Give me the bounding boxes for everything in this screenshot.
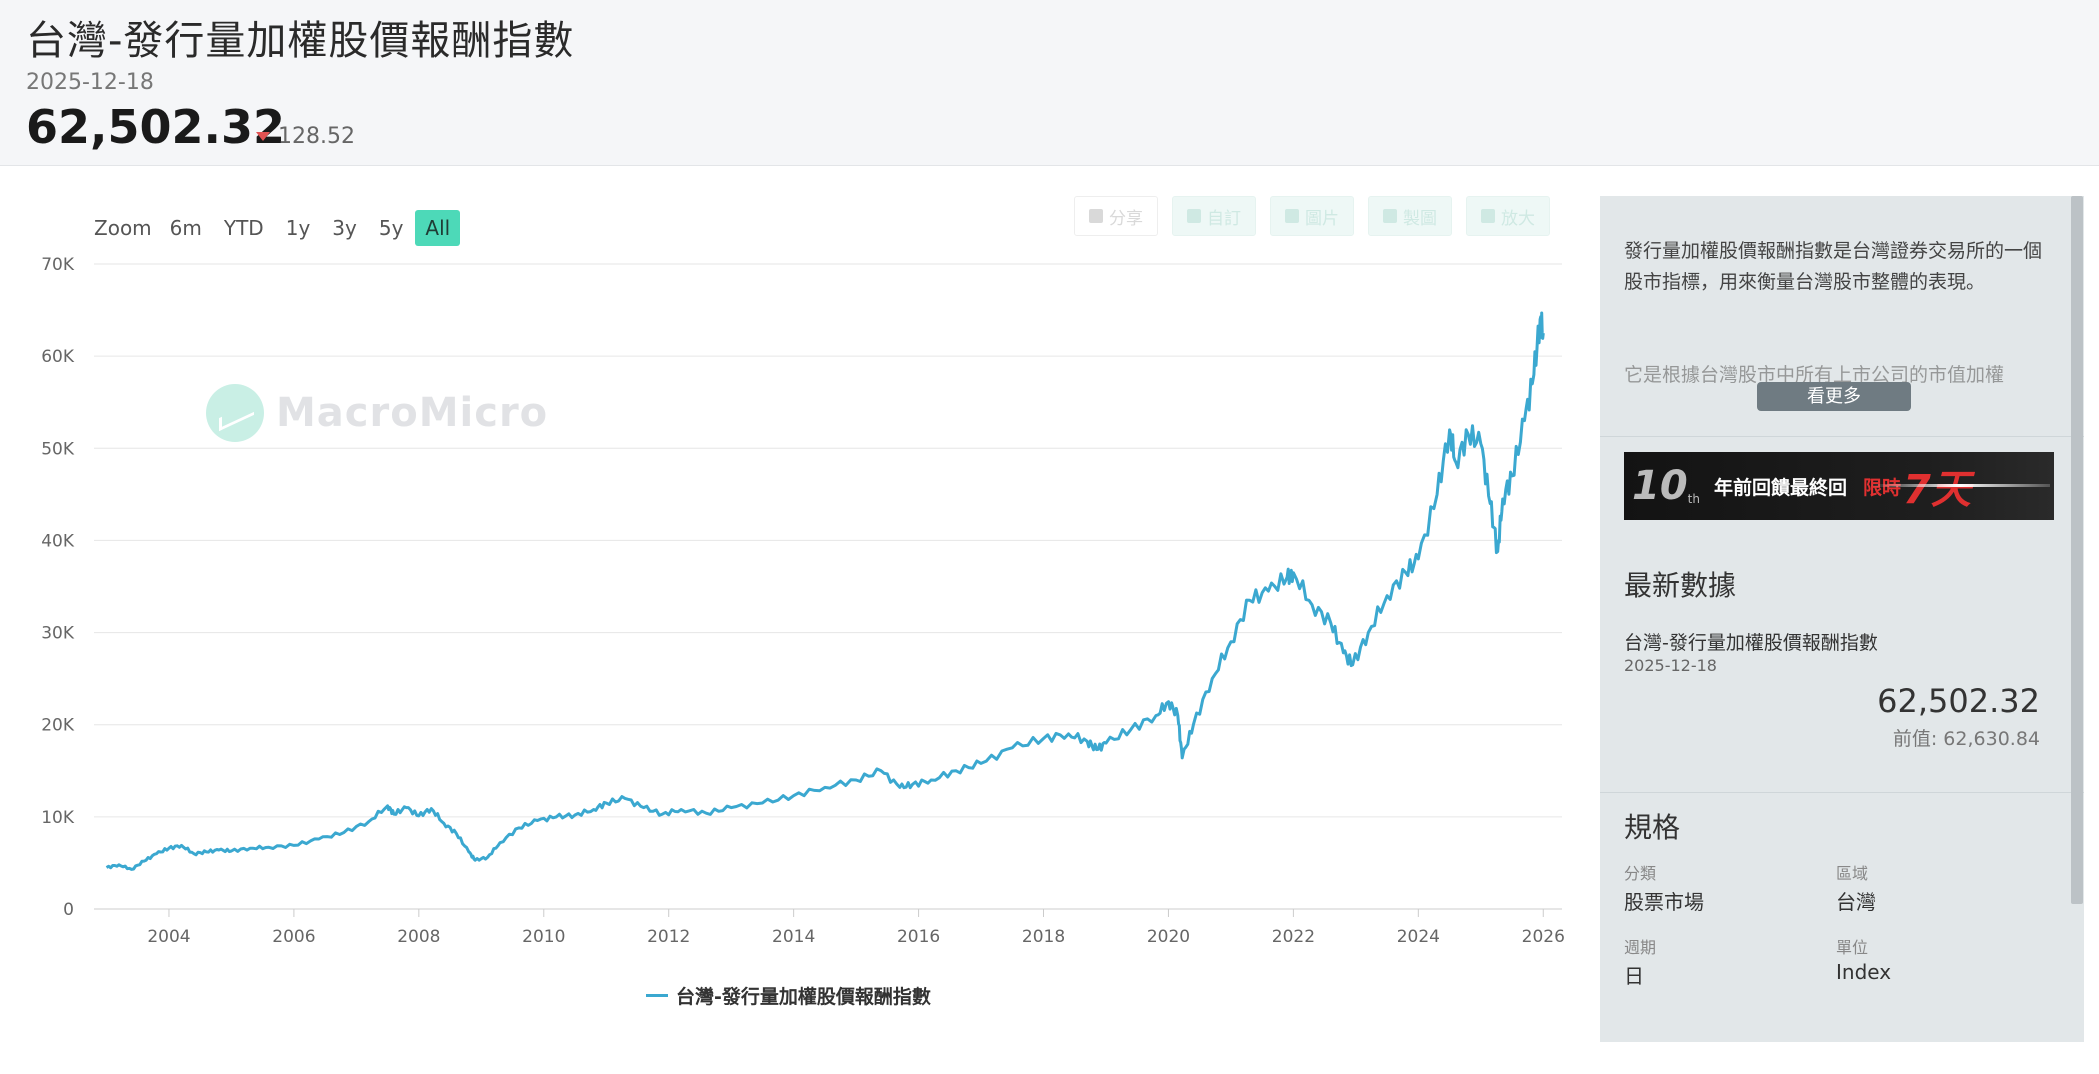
latest-series-name: 台灣-發行量加權股價報酬指數 (1624, 632, 1878, 654)
spec-region-label: 區域 (1836, 864, 1869, 883)
y-tick-label: 70K (41, 255, 75, 275)
page-header: 台灣-發行量加權股價報酬指數 2025-12-18 62,502.32 128.… (0, 0, 2099, 166)
customize-button[interactable]: 自訂 (1172, 196, 1256, 236)
info-sidebar: 發行量加權股價報酬指數是台灣證券交易所的一個股市指標，用來衡量台灣股市整體的表現… (1600, 196, 2084, 1042)
y-tick-label: 20K (41, 716, 75, 736)
x-tick-label: 2010 (522, 927, 565, 947)
zoom-all-button[interactable]: All (415, 210, 461, 246)
expand-icon (1481, 209, 1495, 223)
latest-date: 2025-12-18 (1624, 656, 1717, 675)
zoom-selector: Zoom 6m YTD 1y 3y 5y All (94, 210, 461, 246)
spec-unit-label: 單位 (1836, 938, 1869, 957)
share-icon (1089, 209, 1103, 223)
x-tick-label: 2004 (147, 927, 190, 947)
y-tick-label: 40K (41, 531, 75, 551)
legend-swatch (646, 994, 668, 997)
spec-category-value: 股票市場 (1624, 890, 1704, 914)
banner-streak (1870, 484, 2050, 487)
promo-banner[interactable]: 10 th 年前回饋最終回 限時 7天 (1624, 452, 2054, 520)
download-icon (1285, 209, 1299, 223)
x-tick-label: 2008 (397, 927, 440, 947)
customize-label: 自訂 (1207, 208, 1241, 229)
spec-region-value: 台灣 (1836, 890, 1876, 914)
x-tick-label: 2022 (1272, 927, 1315, 947)
draw-label: 製圖 (1403, 208, 1437, 229)
divider (1600, 436, 2084, 437)
spec-frequency-value: 日 (1624, 964, 1644, 988)
series-line (105, 311, 1545, 871)
download-label: 圖片 (1305, 208, 1339, 229)
zoom-1y-button[interactable]: 1y (285, 216, 311, 240)
latest-data-title: 最新數據 (1624, 569, 1737, 602)
y-tick-label: 60K (41, 347, 75, 367)
share-label: 分享 (1109, 208, 1143, 229)
banner-hot: 限時 (1863, 476, 1902, 499)
read-more-button[interactable]: 看更多 (1757, 382, 1911, 411)
banner-suffix: th (1687, 492, 1700, 506)
sidebar-scrollbar[interactable] (2071, 196, 2083, 904)
divider (1600, 792, 2084, 793)
zoom-6m-button[interactable]: 6m (169, 216, 202, 240)
previous-value-row: 前值: 62,630.84 (1893, 724, 2040, 751)
spec-frequency-label: 週期 (1624, 938, 1657, 957)
x-tick-label: 2016 (897, 927, 940, 947)
zoom-5y-button[interactable]: 5y (378, 216, 404, 240)
zoom-label: Zoom (94, 216, 152, 240)
x-tick-label: 2012 (647, 927, 690, 947)
x-tick-label: 2014 (772, 927, 815, 947)
header-date: 2025-12-18 (26, 70, 154, 95)
header-value: 62,502.32 (26, 100, 285, 154)
x-tick-label: 2026 (1522, 927, 1565, 947)
watermark-text: MacroMicro (276, 390, 549, 436)
x-tick-label: 2020 (1147, 927, 1190, 947)
y-tick-label: 50K (41, 439, 75, 459)
description-more-text: 它是根據台灣股市中所有上市公司的市值加權 (1624, 364, 2005, 386)
share-button[interactable]: 分享 (1074, 196, 1158, 236)
y-tick-label: 30K (41, 624, 75, 644)
legend-label: 台灣-發行量加權股價報酬指數 (676, 986, 931, 1008)
triangle-down-icon (256, 132, 270, 141)
y-tick-label: 0 (63, 900, 74, 920)
page-title: 台灣-發行量加權股價報酬指數 (26, 18, 575, 64)
chart-legend[interactable]: 台灣-發行量加權股價報酬指數 (646, 982, 931, 1009)
draw-button[interactable]: 製圖 (1368, 196, 1452, 236)
x-tick-label: 2018 (1022, 927, 1065, 947)
banner-seven: 7天 (1903, 467, 1971, 513)
line-chart[interactable]: 0 10K 20K 30K 40K 50K 60K 70K 2004 2006 2008 2010 20… (0, 166, 1600, 1074)
spec-category-label: 分類 (1624, 864, 1657, 883)
macromicro-logo-icon (206, 384, 264, 442)
previous-label: 前值: (1892, 728, 1938, 750)
zoom-ytd-button[interactable]: YTD (223, 216, 264, 240)
zoom-3y-button[interactable]: 3y (332, 216, 357, 240)
expand-label: 放大 (1501, 208, 1535, 229)
pencil-icon (1383, 209, 1397, 223)
gear-icon (1187, 209, 1201, 223)
chart-area: Zoom 6m YTD 1y 3y 5y All 分享 自訂 圖片 製圖 放大 (0, 166, 1600, 1074)
y-tick-label: 10K (41, 808, 75, 828)
previous-value: 62,630.84 (1943, 728, 2040, 750)
header-change-value: 128.52 (278, 124, 355, 149)
chart-toolbar: 分享 自訂 圖片 製圖 放大 (1074, 196, 1550, 236)
banner-number: 10 (1632, 463, 1688, 509)
x-tick-label: 2006 (272, 927, 315, 947)
spec-unit-value: Index (1836, 960, 1892, 984)
latest-value: 62,502.32 (1877, 682, 2040, 720)
header-change: 128.52 (256, 124, 355, 149)
description-text: 發行量加權股價報酬指數是台灣證券交易所的一個股市指標，用來衡量台灣股市整體的表現… (1624, 240, 2043, 293)
x-tick-label: 2024 (1397, 927, 1440, 947)
watermark: MacroMicro (206, 384, 548, 442)
spec-title: 規格 (1624, 811, 1681, 844)
banner-text: 年前回饋最終回 (1713, 476, 1847, 499)
download-image-button[interactable]: 圖片 (1270, 196, 1354, 236)
expand-button[interactable]: 放大 (1466, 196, 1550, 236)
